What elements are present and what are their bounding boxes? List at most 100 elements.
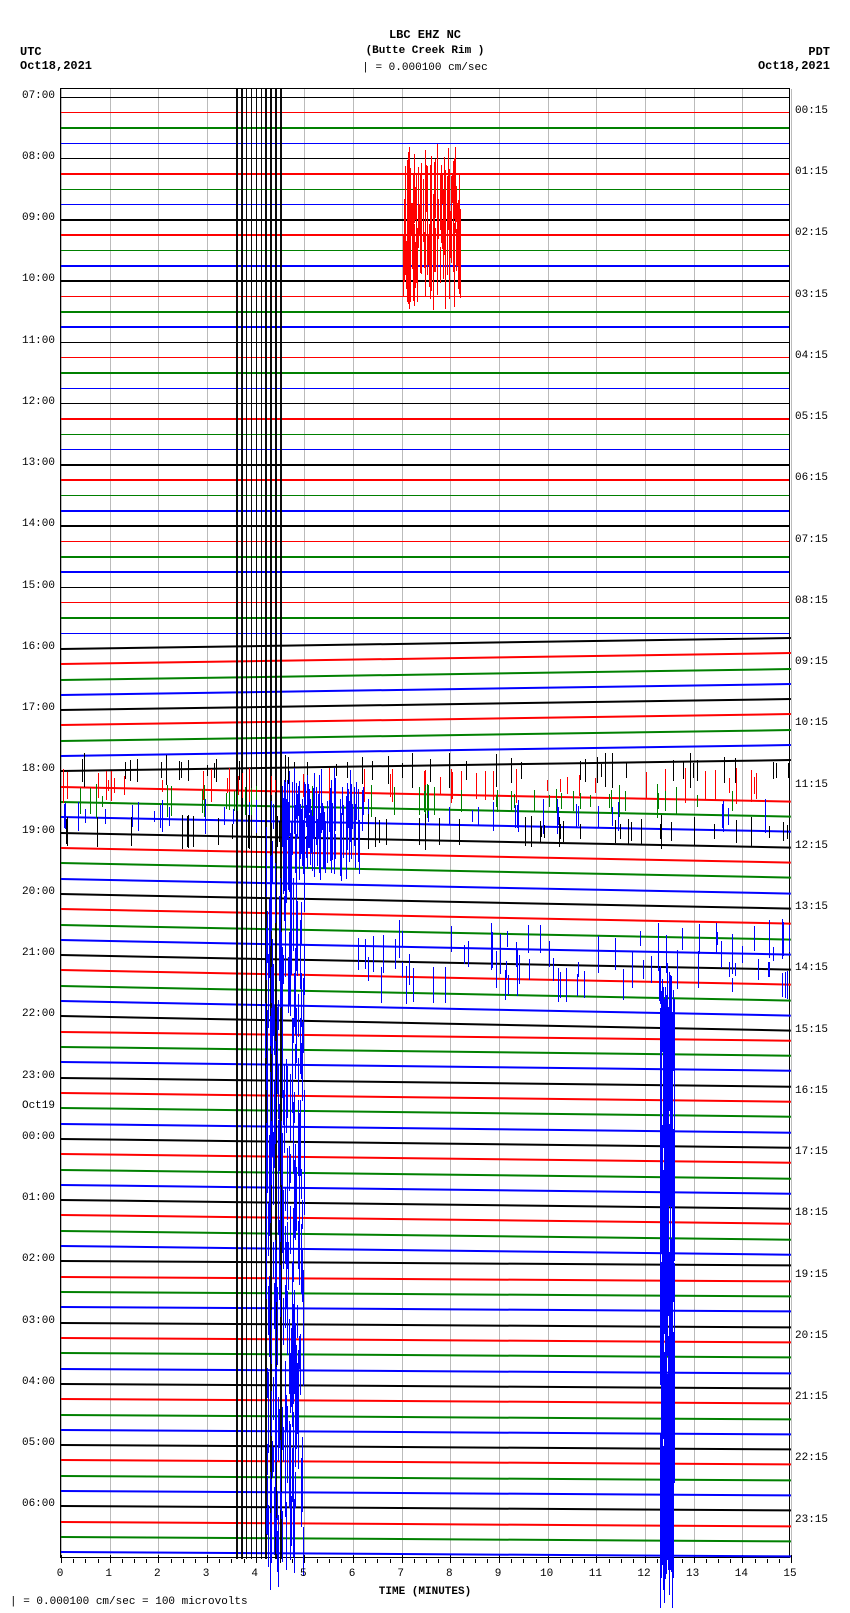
seismic-spike (169, 807, 170, 827)
seismic-spike (161, 762, 162, 778)
seismic-spike (496, 951, 497, 989)
seismic-spike (138, 802, 139, 831)
seismic-spike (410, 228, 411, 302)
seismic-trace (61, 633, 789, 635)
seismic-spike (282, 1028, 283, 1096)
seismic-spike (277, 816, 278, 847)
seismic-spike (334, 820, 335, 874)
seismic-spike (787, 971, 788, 999)
y-right-label: 00:15 (795, 105, 828, 117)
seismic-spike (202, 789, 203, 813)
seismic-spike (754, 777, 755, 794)
seismic-spike (295, 1189, 296, 1240)
seismic-spike (301, 1484, 302, 1526)
seismic-spike (671, 822, 672, 842)
seismic-spike (428, 811, 429, 822)
seismic-spike (277, 1309, 278, 1364)
seismic-spike (431, 239, 432, 291)
seismic-spike (214, 763, 215, 778)
seismic-spike (280, 883, 281, 933)
seismic-spike (697, 795, 698, 807)
seismic-spike (628, 819, 629, 845)
seismic-spike (406, 966, 407, 1004)
seismic-spike (84, 753, 85, 787)
seismic-spike (785, 972, 786, 999)
seismic-spike (566, 968, 567, 1002)
seismic-trace (61, 1107, 791, 1117)
grid-vertical (645, 89, 646, 1557)
seismic-trace (61, 311, 789, 313)
seismic-spike (773, 947, 774, 961)
y-right-label: 03:15 (795, 289, 828, 301)
seismic-trace (61, 637, 791, 649)
seismic-spike (439, 818, 440, 846)
event-band (261, 89, 263, 1559)
seismic-spike (343, 805, 344, 858)
seismic-trace (61, 652, 791, 664)
seismic-trace (61, 1214, 791, 1224)
seismic-spike (193, 816, 194, 847)
x-tick-label: 7 (397, 1568, 404, 1580)
seismic-spike (226, 793, 227, 809)
seismic-spike (171, 786, 172, 815)
seismic-spike (452, 772, 453, 799)
seismic-spike (266, 928, 267, 981)
seismic-spike (271, 1391, 272, 1435)
seismic-spike (271, 776, 272, 795)
seismic-spike (124, 776, 125, 795)
seismic-spike (758, 959, 759, 981)
seismic-trace (61, 1169, 791, 1179)
seismic-spike (416, 187, 417, 222)
seismic-spike (615, 820, 616, 843)
seismic-spike (525, 817, 526, 846)
tz-left-date: Oct18,2021 (20, 59, 92, 73)
y-left-label: 03:00 (22, 1315, 55, 1327)
seismic-spike (464, 945, 465, 964)
seismic-spike (415, 242, 416, 289)
seismic-spike (454, 246, 455, 284)
seismic-spike (558, 968, 559, 1002)
seismic-spike (335, 834, 336, 859)
seismic-trace (61, 1521, 791, 1527)
seismic-spike (697, 760, 698, 781)
seismic-trace (61, 434, 789, 436)
seismic-spike (646, 772, 647, 799)
seismic-spike (631, 822, 632, 840)
seismic-trace (61, 954, 791, 970)
seismic-trace (61, 1153, 791, 1163)
station-location: (Butte Creek Rim ) (0, 44, 850, 58)
seismic-spike (612, 753, 613, 788)
seismic-spike (460, 232, 461, 299)
seismic-spike (729, 778, 730, 794)
seismic-spike (271, 1310, 272, 1364)
seismic-spike (578, 806, 579, 826)
x-tick-label: 8 (446, 1568, 453, 1580)
seismic-spike (365, 939, 366, 969)
y-left-label: 06:00 (22, 1498, 55, 1510)
seismic-trace (61, 969, 791, 985)
y-right-label: 17:15 (795, 1146, 828, 1158)
seismic-spike (229, 792, 230, 809)
seismic-trace (61, 357, 789, 359)
seismic-spike (327, 801, 328, 863)
seismic-spike (137, 759, 138, 782)
seismic-spike (665, 791, 666, 811)
seismic-spike (188, 760, 189, 780)
seismic-spike (651, 956, 652, 982)
footer-text: | = 0.000100 cm/sec = 100 microvolts (10, 1596, 248, 1608)
seismic-spike (577, 974, 578, 996)
seismic-spike (430, 759, 431, 782)
seismic-spike (295, 1472, 296, 1508)
seismic-spike (609, 794, 610, 808)
seismic-trace (61, 342, 789, 344)
y-right-label: 06:15 (795, 472, 828, 484)
seismic-spike (280, 1265, 281, 1317)
seismic-spike (287, 1148, 288, 1219)
seismic-spike (511, 791, 512, 811)
event-band (246, 89, 248, 1559)
tz-right-date: Oct18,2021 (758, 59, 830, 73)
y-left-label: 05:00 (22, 1437, 55, 1449)
seismic-spike (440, 247, 441, 283)
x-tick-label: 0 (57, 1568, 64, 1580)
seismic-spike (218, 818, 219, 845)
